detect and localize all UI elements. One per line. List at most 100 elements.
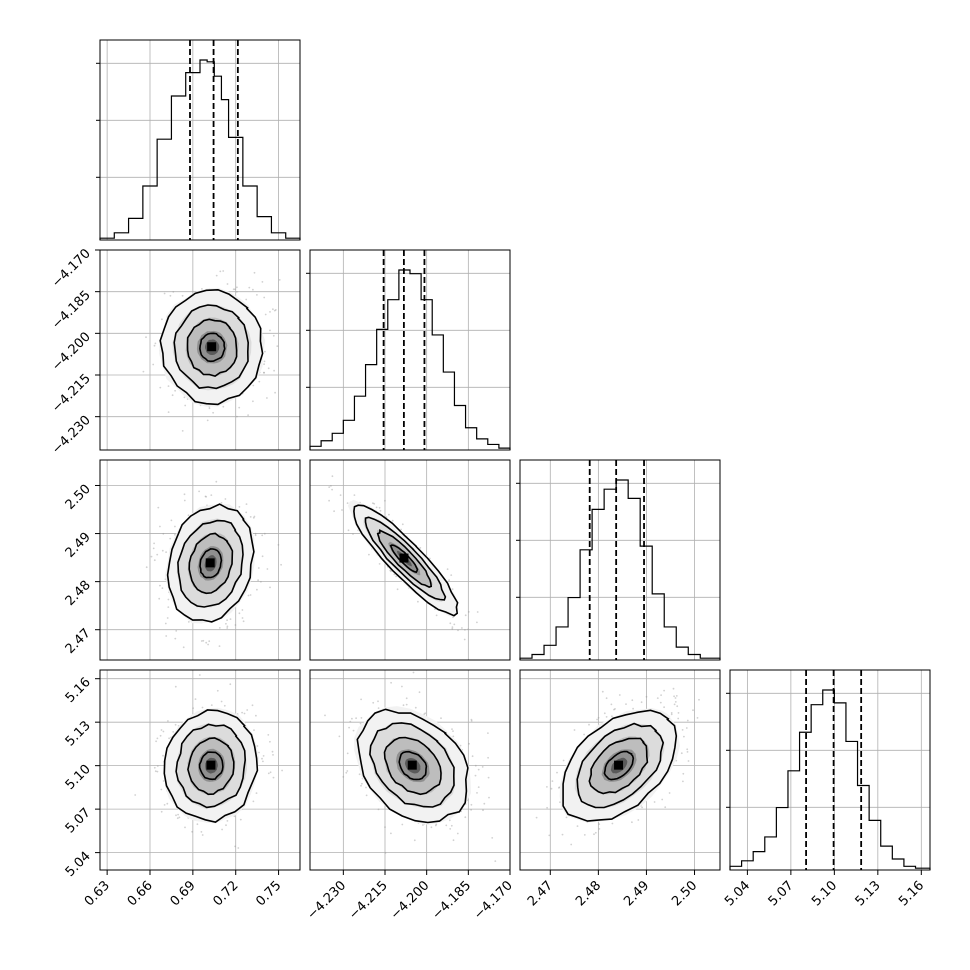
sample-point: [360, 717, 363, 719]
x-tick-label: 2.47: [525, 878, 556, 909]
sample-point: [556, 771, 558, 774]
sample-point: [276, 345, 279, 347]
sample-point: [174, 533, 176, 536]
sample-point: [435, 823, 438, 826]
sample-point: [226, 619, 229, 622]
sample-point: [550, 787, 553, 790]
sample-point: [448, 579, 450, 581]
sample-point: [494, 860, 497, 862]
sample-point: [154, 770, 157, 773]
sample-point: [272, 754, 274, 756]
sample-point: [377, 700, 379, 703]
contour-line: [187, 737, 235, 796]
panel-content: [145, 480, 282, 649]
sample-point: [220, 700, 223, 703]
sample-point: [390, 570, 392, 573]
contour-line: [369, 722, 455, 808]
sample-point: [164, 622, 167, 625]
sample-point: [162, 780, 165, 782]
sample-point: [659, 701, 662, 704]
sample-point: [161, 549, 164, 552]
sample-point: [698, 698, 700, 701]
sample-point: [277, 544, 280, 546]
sample-point: [483, 802, 486, 805]
sample-point: [424, 712, 427, 715]
sample-point: [653, 801, 656, 803]
sample-point: [281, 769, 283, 772]
sample-point: [476, 792, 478, 794]
x-tick-label: −4.215: [346, 878, 391, 923]
sample-point: [257, 567, 260, 569]
sample-point: [464, 816, 467, 819]
contour-line: [364, 516, 447, 601]
sample-point: [226, 820, 229, 822]
sample-point: [177, 813, 180, 816]
sample-point: [256, 588, 258, 591]
histogram-step: [99, 59, 301, 240]
histogram-panel-3: [516, 459, 721, 661]
sample-point: [157, 506, 160, 509]
sample-point: [450, 824, 453, 827]
sample-point: [605, 697, 608, 700]
sample-point: [252, 400, 254, 403]
sample-point: [225, 622, 227, 625]
sample-point: [184, 826, 186, 829]
sample-point: [683, 735, 685, 738]
sample-point: [445, 824, 448, 827]
sample-point: [346, 502, 349, 504]
sample-point: [269, 740, 271, 743]
sample-point: [588, 723, 590, 726]
sample-point: [548, 834, 551, 837]
sample-point: [476, 611, 479, 613]
contour-line: [562, 709, 678, 822]
sample-point: [261, 555, 264, 558]
sample-point: [269, 771, 272, 774]
sample-point: [165, 635, 168, 637]
x-tick-label: −4.185: [430, 878, 475, 923]
sample-point: [254, 534, 257, 537]
panel-frame: [519, 459, 721, 661]
sample-point: [402, 704, 405, 707]
sample-point: [245, 511, 248, 514]
sample-point: [384, 499, 386, 502]
density-peak: [206, 760, 216, 770]
sample-point: [377, 707, 380, 709]
panel-frame: [99, 669, 301, 871]
sample-point: [178, 816, 181, 819]
scatter-panel-1-4: [99, 669, 301, 871]
sample-point: [251, 704, 254, 707]
sample-point: [256, 294, 258, 296]
x-axis-3: 2.47 2.48 2.49 2.50: [525, 870, 700, 909]
sample-point: [457, 629, 459, 632]
contour-line: [398, 750, 428, 781]
x-tick-label: 0.66: [125, 878, 156, 909]
sample-point: [255, 792, 258, 794]
contour-line: [356, 708, 469, 824]
sample-point: [341, 509, 343, 511]
sample-point: [468, 742, 470, 745]
sample-point: [565, 816, 568, 819]
panel-content: [324, 671, 497, 862]
sample-point: [631, 699, 634, 702]
contour-line: [199, 548, 223, 579]
sample-point: [331, 475, 334, 478]
sample-point: [269, 329, 271, 332]
sample-point: [570, 843, 573, 846]
sample-point: [174, 525, 176, 528]
sample-point: [269, 586, 271, 589]
sample-point: [660, 694, 662, 696]
sample-point: [413, 839, 416, 842]
sample-point: [481, 766, 484, 768]
sample-point: [236, 286, 238, 289]
sample-point: [154, 342, 157, 345]
sample-point: [267, 772, 270, 775]
histogram-step: [519, 479, 721, 660]
sample-point: [687, 760, 690, 762]
y-tick-label: −4.215: [49, 371, 94, 416]
sample-point: [266, 397, 268, 399]
panel-frame: [99, 249, 301, 451]
sample-point: [170, 519, 173, 522]
sample-point: [686, 751, 689, 753]
sample-point: [263, 371, 265, 374]
sample-point: [218, 645, 221, 647]
